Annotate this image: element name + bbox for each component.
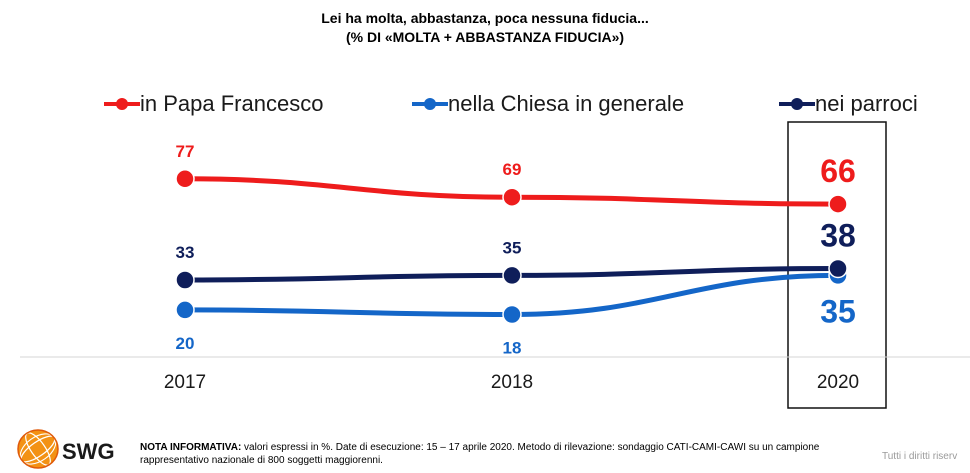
data-label: 66 [820, 153, 856, 189]
legend-label: nella Chiesa in generale [448, 91, 685, 116]
copyright-text: Tutti i diritti riserv [882, 451, 958, 462]
x-tick-label: 2017 [164, 372, 206, 393]
legend-label: nei parroci [815, 91, 918, 116]
data-label: 20 [176, 334, 195, 353]
chart-title: Lei ha molta, abbastanza, poca nessuna f… [0, 9, 970, 47]
legend-line-marker-icon [104, 98, 140, 110]
data-label: 38 [820, 218, 856, 254]
legend-item-chiesa: nella Chiesa in generale [412, 90, 684, 118]
chart-title-line-2: (% DI «MOLTA + ABBASTANZA FIDUCIA») [345, 29, 625, 45]
data-label: 35 [820, 293, 856, 329]
legend-item-papa-francesco: in Papa Francesco [104, 90, 323, 118]
data-point [175, 169, 195, 189]
footer-note: NOTA INFORMATIVA: valori espressi in %. … [140, 441, 840, 467]
data-label: 18 [503, 339, 522, 358]
note-text: valori espressi in %. Date di esecuzione… [140, 442, 820, 466]
data-point [502, 265, 522, 286]
data-label: 77 [176, 142, 195, 161]
data-point [502, 304, 522, 325]
data-label: 33 [176, 243, 195, 262]
x-tick-label: 2020 [817, 372, 859, 393]
legend-line-marker-icon [779, 98, 815, 110]
data-point [502, 187, 522, 207]
data-label: 69 [503, 160, 522, 179]
data-point [175, 300, 195, 320]
legend-item-parroci: nei parroci [779, 90, 918, 118]
swg-logo-icon: SWG [17, 429, 115, 469]
brand-name: SWG [62, 439, 115, 464]
data-point [175, 270, 195, 290]
x-tick-label: 2018 [491, 372, 533, 393]
legend-label: in Papa Francesco [140, 91, 324, 116]
data-point [828, 258, 848, 279]
legend-line-marker-icon [412, 98, 448, 110]
data-point [828, 194, 848, 214]
chart-title-line-1: Lei ha molta, abbastanza, poca nessuna f… [321, 10, 649, 26]
highlight-frame-2020 [787, 121, 887, 409]
note-label: NOTA INFORMATIVA: [140, 442, 242, 453]
data-label: 35 [503, 238, 522, 257]
